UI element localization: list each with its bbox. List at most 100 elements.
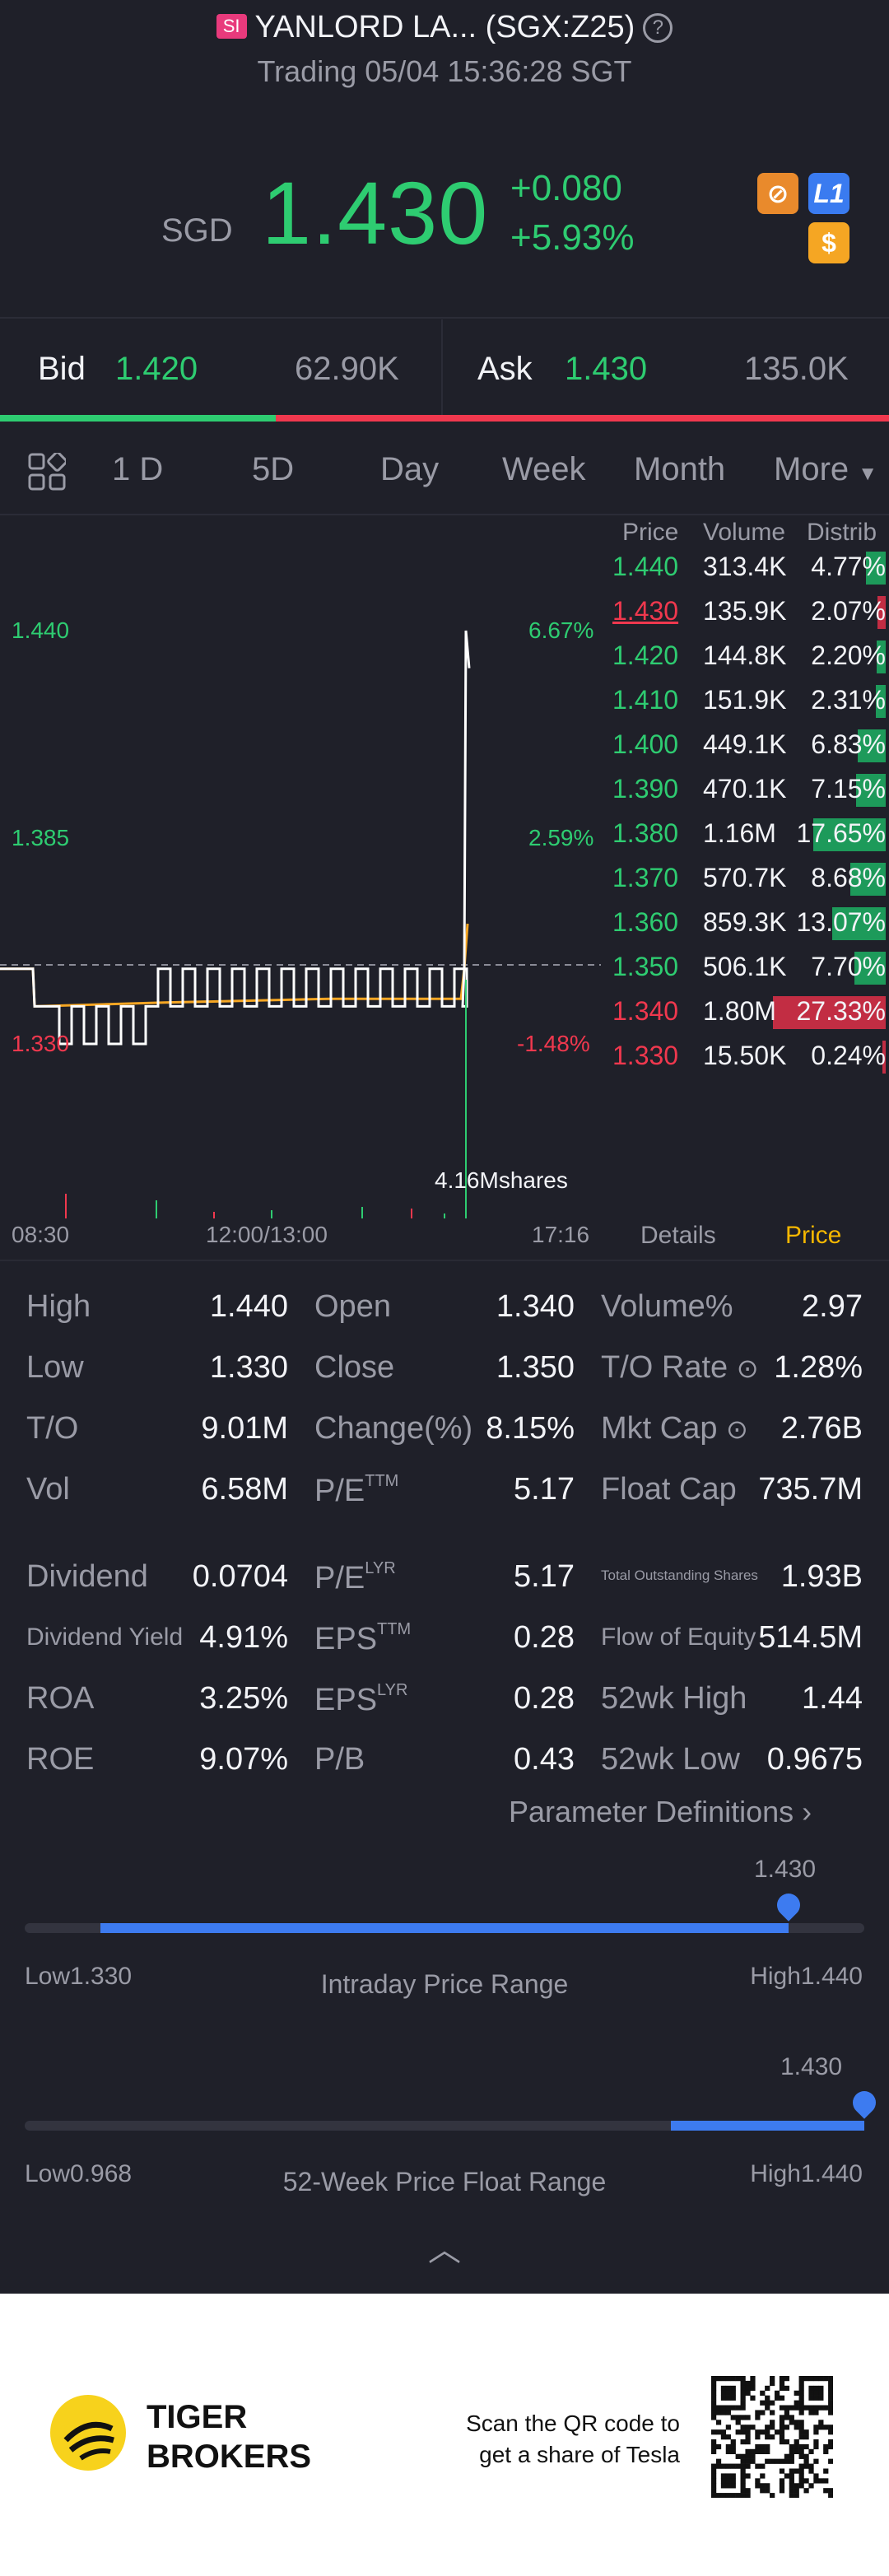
qr-text-line2: get a share of Tesla	[479, 2442, 680, 2467]
depth-volume: 470.1K	[703, 774, 787, 804]
stat-eps-sup: TTM	[377, 1620, 412, 1638]
stat-volpct-value: 2.97	[802, 1289, 863, 1324]
tab-week[interactable]: Week	[502, 451, 586, 487]
stat-pe-sup: TTM	[365, 1472, 399, 1490]
time-end: 17:16	[532, 1222, 590, 1247]
stat-to-label: T/O	[26, 1411, 79, 1446]
stat-roe-label: ROE	[26, 1742, 95, 1777]
help-icon[interactable]: ?	[643, 13, 673, 43]
depth-row: 1.360 859.3K 13.07%	[609, 902, 889, 947]
chevron-up-icon[interactable]: ︿	[428, 2232, 461, 2268]
stat-open-label: Open	[314, 1289, 391, 1324]
volume-label: 4.16Mshares	[435, 1167, 568, 1193]
divider	[0, 514, 889, 515]
stat-dividend-value: 0.0704	[192, 1559, 288, 1594]
depth-price: 1.330	[612, 1041, 679, 1070]
stat-low-label: Low	[26, 1350, 84, 1385]
distribution-bar	[854, 952, 886, 985]
distribution-bar	[866, 552, 886, 585]
stat-volpct-label: Volume%	[601, 1289, 733, 1324]
depth-price: 1.340	[612, 996, 679, 1026]
intraday-chart[interactable]: 1.440 1.385 1.330 6.67% 2.59% -1.48% 4.1…	[0, 535, 609, 1218]
tab-month[interactable]: Month	[634, 451, 726, 487]
depth-distribution: 4.77%	[811, 552, 886, 581]
stat-pb-label: P/B	[314, 1742, 365, 1777]
tab-more-label: More	[774, 451, 849, 487]
depth-price: 1.390	[612, 774, 679, 804]
stat-eps-label: EPSTTM	[314, 1620, 411, 1657]
no-short-icon[interactable]: ⊘	[757, 173, 798, 214]
depth-distribution: 2.20%	[811, 641, 886, 670]
promo-footer: TIGER BROKERS Scan the QR code to get a …	[0, 2294, 889, 2576]
distribution-bar	[831, 907, 886, 940]
stat-vol-label: Vol	[26, 1472, 70, 1507]
depth-distribution: 7.15%	[811, 774, 886, 804]
stat-floatcap-label: Float Cap	[601, 1472, 737, 1507]
depth-distribution: 0.24%	[811, 1041, 886, 1070]
depth-row: 1.370 570.7K 8.68%	[609, 858, 889, 902]
depth-price: 1.380	[612, 818, 679, 848]
price-change-pct: +5.93%	[510, 217, 635, 258]
week52-low-label: Low0.968	[25, 2160, 133, 2187]
tab-more[interactable]: More ▼	[774, 451, 877, 488]
week52-range-track	[25, 2121, 864, 2131]
stat-torate-label: T/O Rate ⊙	[601, 1350, 759, 1386]
depth-row: 1.410 151.9K 2.31%	[609, 680, 889, 724]
stat-eps-value: 0.28	[514, 1620, 575, 1655]
tab-1d[interactable]: 1 D	[112, 451, 164, 487]
depth-volume: 449.1K	[703, 729, 787, 759]
intraday-range-fill	[100, 1923, 789, 1933]
tab-price[interactable]: Price	[785, 1222, 842, 1249]
stat-epslyr-label: EPSLYR	[314, 1681, 407, 1718]
depth-volume: 15.50K	[703, 1041, 787, 1070]
distribution-bar	[877, 641, 886, 673]
dollar-icon[interactable]: $	[808, 222, 849, 263]
depth-row: 1.330 15.50K 0.24%	[609, 1036, 889, 1080]
stat-tos-label: Total Outstanding Shares	[601, 1567, 758, 1583]
stat-52wkhigh-label: 52wk High	[601, 1681, 747, 1716]
col-volume: Volume	[703, 519, 786, 546]
parameter-definitions-link[interactable]: Parameter Definitions ›	[509, 1795, 812, 1829]
stock-title[interactable]: YANLORD LA... (SGX:Z25)	[254, 10, 635, 44]
divider	[0, 1260, 889, 1261]
depth-distribution: 17.65%	[796, 818, 886, 848]
stat-pe-label: P/ETTM	[314, 1472, 398, 1509]
stat-change-value: 8.15%	[486, 1411, 575, 1446]
ask-ratio-bar	[275, 415, 889, 422]
depth-price: 1.430	[612, 596, 679, 626]
depth-volume: 506.1K	[703, 952, 787, 981]
info-icon[interactable]: ⊙	[736, 1353, 759, 1383]
stat-mktcap-label-text: Mkt Cap	[601, 1411, 718, 1446]
stat-52wkhigh-value: 1.44	[802, 1681, 863, 1716]
stat-close-value: 1.350	[496, 1350, 575, 1385]
stat-foe-value: 514.5M	[758, 1620, 863, 1655]
info-icon[interactable]: ⊙	[726, 1414, 748, 1444]
stat-torate-value: 1.28%	[774, 1350, 863, 1385]
depth-row: 1.340 1.80M 27.33%	[609, 991, 889, 1036]
stat-epslyr-sup: LYR	[377, 1681, 408, 1699]
parameter-definitions-label: Parameter Definitions	[509, 1795, 794, 1828]
bid-ask-separator	[441, 319, 443, 415]
stat-close-label: Close	[314, 1350, 395, 1385]
qr-code	[711, 2376, 834, 2499]
stat-torate-label-text: T/O Rate	[601, 1350, 728, 1385]
depth-price: 1.420	[612, 641, 679, 670]
tab-5d[interactable]: 5D	[252, 451, 295, 487]
tab-details[interactable]: Details	[640, 1222, 716, 1249]
week52-range-fill	[671, 2121, 864, 2131]
stat-pe-value: 5.17	[514, 1472, 575, 1507]
depth-price: 1.410	[612, 685, 679, 715]
y-axis-mid: 1.385	[12, 825, 70, 850]
distribution-bar	[849, 863, 886, 896]
level1-icon[interactable]: L1	[808, 173, 849, 214]
distribution-bar	[773, 996, 886, 1029]
intraday-low-label: Low1.330	[25, 1963, 133, 1990]
chevron-down-icon: ▼	[858, 463, 878, 485]
stat-pelyr-label-text: P/E	[314, 1561, 365, 1595]
layout-grid-icon[interactable]	[28, 451, 67, 491]
stat-foe-label: Flow of Equity	[601, 1623, 756, 1651]
stat-eps-label-text: EPS	[314, 1622, 378, 1656]
tab-day[interactable]: Day	[380, 451, 440, 487]
depth-distribution: 2.31%	[811, 685, 886, 715]
bid-size: 62.90K	[295, 351, 399, 387]
